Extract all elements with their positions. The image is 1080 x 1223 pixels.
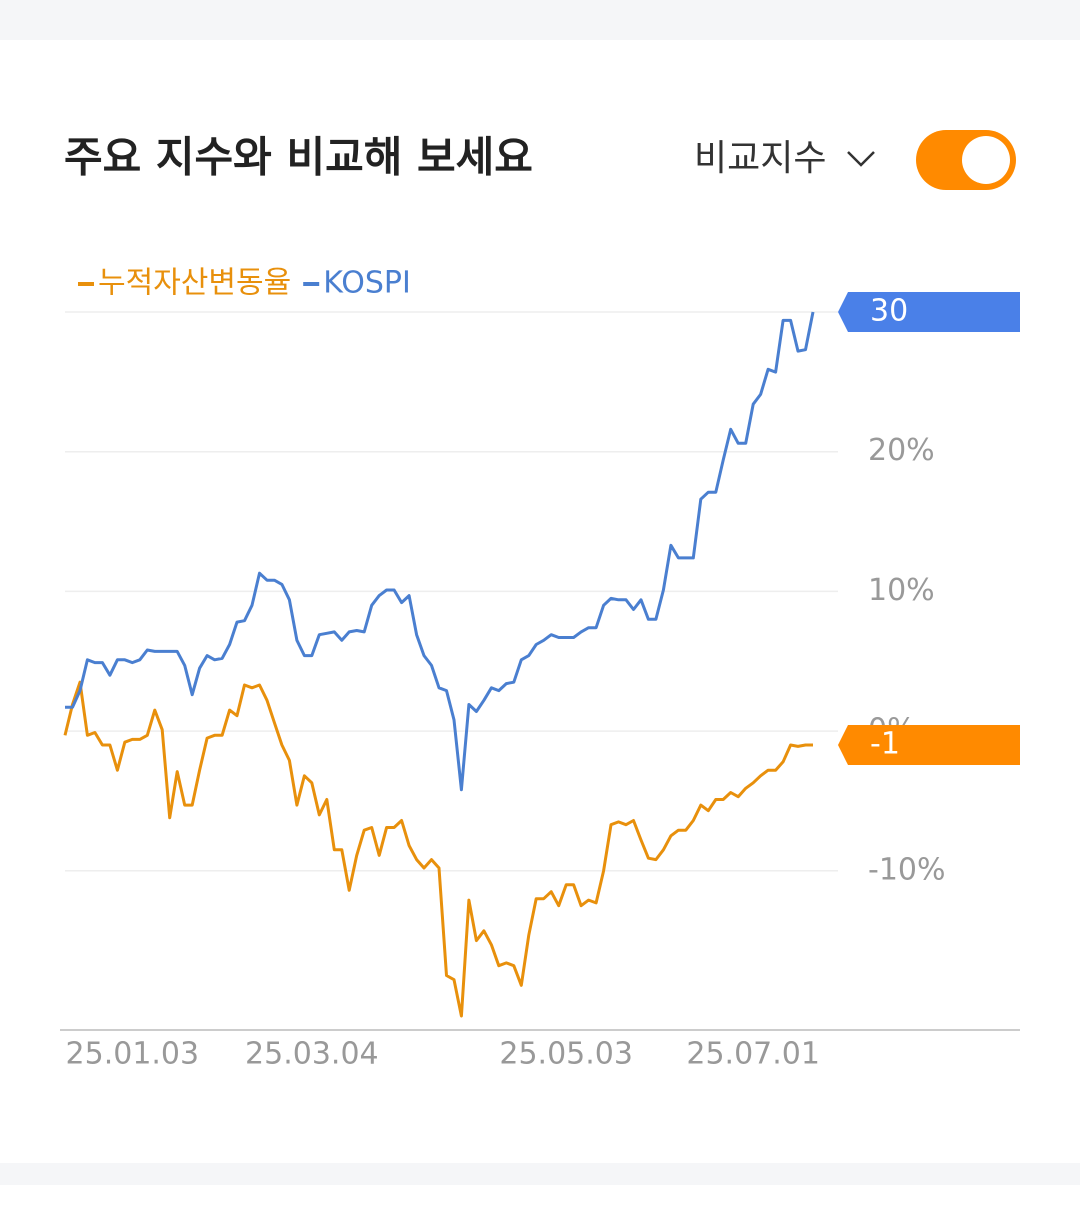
- legend-label: KOSPI: [323, 266, 411, 301]
- end-value-label: -1: [870, 727, 900, 762]
- x-tick-label: 25.03.04: [245, 1037, 379, 1072]
- toggle-knob[interactable]: [962, 136, 1010, 184]
- legend-swatch: [78, 282, 94, 286]
- bottom-band: [0, 1163, 1080, 1185]
- title: 주요 지수와 비교해 보세요: [64, 133, 533, 182]
- top-band: [0, 0, 1080, 40]
- dropdown-label[interactable]: 비교지수: [694, 138, 826, 179]
- series-line: [63, 680, 813, 1018]
- toggle[interactable]: [916, 130, 1016, 190]
- y-tick-label: 20%: [868, 433, 935, 468]
- y-tick-label: 10%: [868, 573, 935, 608]
- series-line: [65, 311, 815, 792]
- y-tick-label: -10%: [868, 852, 946, 887]
- x-tick-label: 25.07.01: [686, 1037, 820, 1072]
- chevron[interactable]: [847, 151, 875, 167]
- end-value-label: 30: [870, 294, 908, 329]
- legend-swatch: [303, 282, 320, 286]
- legend-label: 누적자산변동율: [98, 266, 291, 301]
- x-tick-label: 25.01.03: [66, 1037, 200, 1072]
- end-badge: [838, 725, 1020, 766]
- dropdown[interactable]: 비교지수: [694, 138, 875, 179]
- x-tick-label: 25.05.03: [499, 1037, 633, 1072]
- end-badge: [838, 292, 1020, 332]
